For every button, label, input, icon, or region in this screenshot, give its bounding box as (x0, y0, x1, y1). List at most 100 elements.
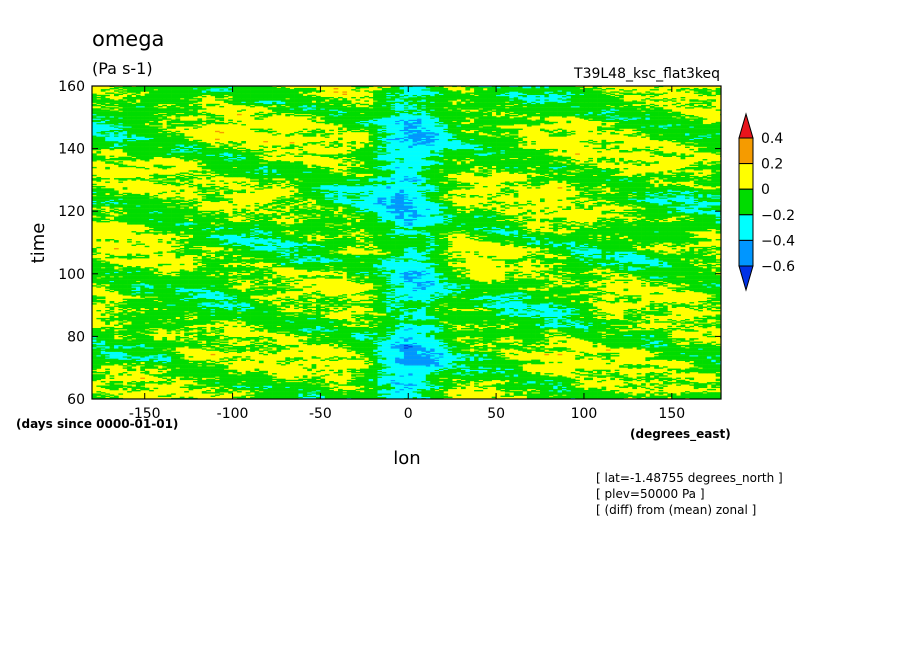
heatmap-cell (544, 378, 550, 381)
heatmap-cell (237, 391, 242, 393)
heatmap-cell (504, 372, 510, 374)
heatmap-cell (307, 341, 312, 343)
heatmap-cell (166, 352, 172, 355)
heatmap-cell (206, 342, 211, 345)
heatmap-cell (461, 344, 466, 347)
heatmap-cell (166, 372, 172, 374)
heatmap-cell (430, 350, 435, 352)
heatmap-cell (307, 388, 312, 391)
heatmap-cell (496, 383, 501, 385)
heatmap-cell (535, 362, 541, 365)
heatmap-cell (92, 346, 97, 348)
heatmap-cell (219, 387, 225, 390)
heatmap-cell (197, 369, 203, 372)
heatmap-cell (461, 368, 466, 370)
heatmap-cell (658, 343, 664, 346)
heatmap-cell (509, 387, 514, 390)
heatmap-cell (329, 357, 334, 359)
heatmap-cell (144, 372, 150, 374)
heatmap-cell (263, 353, 268, 356)
heatmap-cell (201, 365, 207, 367)
heatmap-cell (575, 335, 580, 338)
heatmap-cell (667, 351, 673, 354)
heatmap-cell (245, 378, 251, 381)
heatmap-cell (456, 379, 462, 382)
heatmap-cell (144, 348, 150, 350)
heatmap-cell (658, 356, 664, 358)
heatmap-cell (526, 340, 532, 342)
heatmap-cell (364, 346, 369, 348)
heatmap-cell (676, 372, 681, 374)
heatmap-cell (157, 348, 163, 350)
heatmap-cell (127, 382, 132, 384)
heatmap-cell (456, 346, 462, 348)
heatmap-cell (509, 388, 514, 391)
heatmap-cell (491, 339, 497, 341)
heatmap-cell (144, 388, 150, 391)
heatmap-cell (206, 369, 211, 372)
heatmap-cell (298, 383, 304, 385)
heatmap-cell (425, 337, 431, 339)
heatmap-cell (254, 393, 260, 395)
heatmap-cell (417, 346, 422, 348)
heatmap-cell (105, 351, 110, 354)
heatmap-cell (254, 382, 260, 384)
heatmap-cell (386, 337, 391, 339)
heatmap-cell (395, 366, 400, 368)
heatmap-cell (131, 356, 137, 358)
heatmap-cell (241, 347, 246, 349)
heatmap-cell (504, 344, 510, 347)
heatmap-cell (548, 386, 554, 388)
heatmap-cell (149, 360, 154, 363)
heatmap-cell (421, 395, 427, 397)
heatmap-cell (452, 366, 457, 368)
heatmap-cell (171, 364, 176, 366)
heatmap-cell (351, 334, 356, 337)
heatmap-cell (403, 348, 409, 350)
heatmap-cell (680, 383, 686, 385)
heatmap-cell (171, 370, 176, 373)
heatmap-cell (285, 348, 290, 350)
heatmap-cell (452, 359, 457, 361)
heatmap-cell (421, 365, 427, 367)
heatmap-cell (417, 350, 422, 352)
heatmap-cell (711, 335, 716, 338)
heatmap-cell (509, 342, 514, 345)
heatmap-cell (114, 353, 119, 356)
heatmap-cell (474, 339, 479, 341)
heatmap-cell (100, 360, 106, 363)
heatmap-cell (425, 348, 431, 350)
heatmap-cell (96, 376, 102, 378)
heatmap-cell (575, 393, 580, 395)
heatmap-cell (342, 390, 348, 392)
heatmap-cell (351, 384, 356, 386)
heatmap-cell (518, 349, 523, 351)
heatmap-cell (711, 370, 716, 373)
heatmap-cell (667, 335, 673, 338)
heatmap-cell (597, 394, 602, 396)
heatmap-cell (267, 378, 273, 381)
heatmap-cell (351, 368, 356, 370)
heatmap-cell (96, 375, 102, 377)
heatmap-cell (307, 342, 312, 345)
heatmap-cell (430, 346, 435, 348)
heatmap-cell (500, 334, 506, 337)
heatmap-cell (597, 375, 602, 377)
heatmap-cell (496, 373, 501, 375)
heatmap-cell (439, 395, 444, 397)
heatmap-cell (715, 373, 721, 375)
heatmap-cell (706, 372, 712, 374)
heatmap-cell (535, 386, 541, 388)
heatmap-cell (553, 396, 558, 399)
heatmap-cell (667, 344, 673, 347)
heatmap-cell (443, 383, 449, 385)
heatmap-cell (237, 388, 242, 391)
heatmap-cell (579, 383, 585, 385)
heatmap-cell (351, 390, 356, 392)
heatmap-cell (447, 348, 453, 350)
heatmap-cell (636, 365, 642, 367)
heatmap-cell (526, 395, 532, 397)
heatmap-cell (390, 357, 396, 359)
heatmap-cell (215, 335, 220, 338)
heatmap-cell (579, 334, 585, 337)
